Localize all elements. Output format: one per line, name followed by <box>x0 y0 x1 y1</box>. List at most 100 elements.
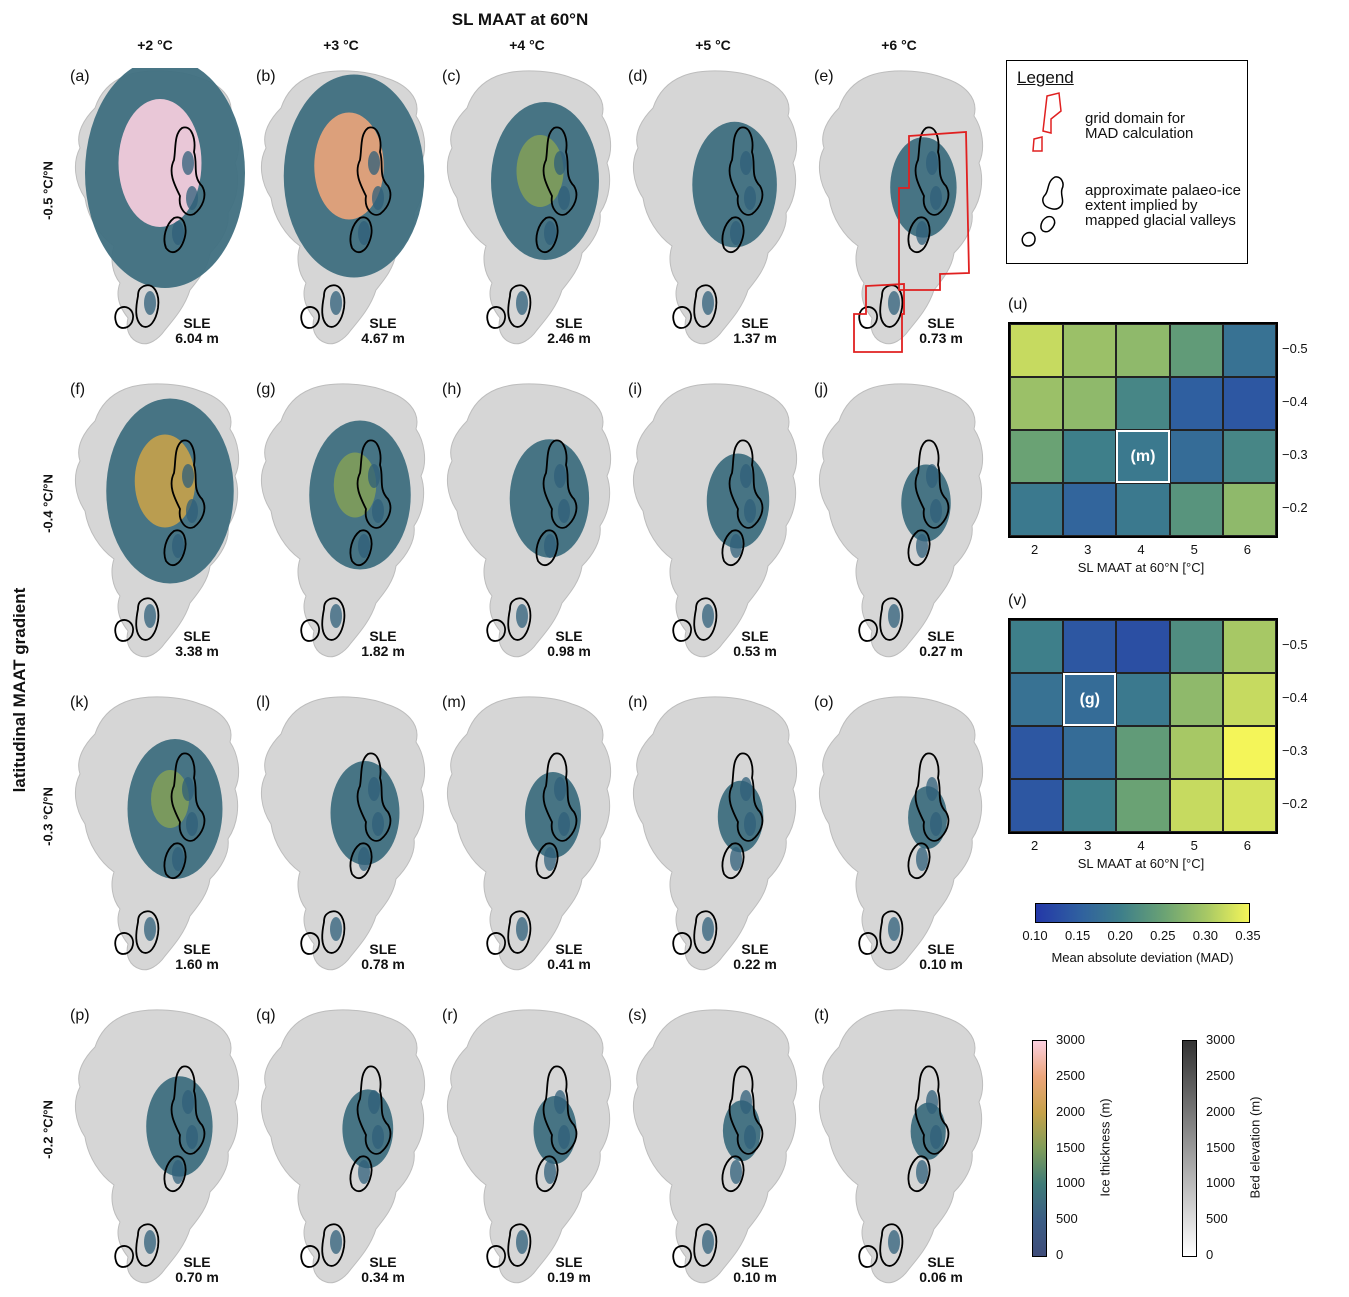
local-ice-cap <box>368 1090 380 1114</box>
bed-elevation-land <box>818 383 984 658</box>
sle-label: SLE <box>369 628 397 644</box>
local-ice-cap <box>730 1160 742 1184</box>
palaeo-ice-extent-outline <box>135 1223 160 1267</box>
palaeo-ice-outline-icon <box>1021 176 1064 247</box>
mad-tick-label: 0.25 <box>1150 928 1176 943</box>
panel-label: (q) <box>256 1007 276 1024</box>
local-ice-cap <box>916 1160 928 1184</box>
palaeo-ice-extent-outline <box>163 216 187 254</box>
palaeo-ice-extent-outline <box>914 752 950 842</box>
sle-annotation: SLE 0.78 m <box>348 942 418 972</box>
sle-annotation: SLE 0.70 m <box>162 1255 232 1285</box>
panel-label: (c) <box>442 68 461 85</box>
map-panel: (m) SLE 0.41 m <box>442 694 622 984</box>
sle-annotation: SLE 1.82 m <box>348 629 418 659</box>
sle-value: 2.46 m <box>547 330 591 346</box>
heatmap-cell <box>1116 324 1170 377</box>
sle-value: 3.38 m <box>175 643 219 659</box>
local-ice-cap <box>358 534 370 558</box>
palaeo-ice-extent-outline <box>300 306 320 329</box>
local-ice-cap <box>172 1160 184 1184</box>
greenland-map <box>818 1009 984 1284</box>
sle-annotation: SLE 6.04 m <box>162 316 232 346</box>
y-tick-label: −0.4 <box>1282 689 1308 705</box>
local-ice-cap <box>144 1230 156 1254</box>
palaeo-ice-extent-outline <box>542 439 578 529</box>
local-ice-cap <box>740 464 752 488</box>
sle-value: 4.67 m <box>361 330 405 346</box>
y-tick-label: −0.3 <box>1282 446 1308 462</box>
local-ice-cap <box>744 812 756 836</box>
ice-thickness-core <box>516 135 564 207</box>
ice-sheet-extent <box>692 121 777 248</box>
map-panel: (p) SLE 0.70 m <box>70 1007 250 1297</box>
palaeo-ice-extent-outline <box>349 1155 373 1193</box>
panel-label: (o) <box>814 694 834 711</box>
mad-grid-domain-outline <box>853 283 905 353</box>
heatmap-cell <box>1116 779 1170 832</box>
local-ice-cap <box>516 917 528 941</box>
greenland-map <box>818 383 984 658</box>
palaeo-ice-extent-outline <box>693 1223 718 1267</box>
heatmap-cell <box>1169 673 1223 726</box>
panel-label: (m) <box>442 694 466 711</box>
ice-colorbar-tick-label: 2500 <box>1056 1067 1085 1083</box>
ice-thickness-core <box>118 99 202 227</box>
palaeo-ice-extent-outline <box>349 529 373 567</box>
map-panel: (s) SLE 0.10 m <box>628 1007 808 1297</box>
palaeo-ice-extent-outline <box>858 1245 878 1268</box>
map-panel: (j) SLE 0.27 m <box>814 381 994 671</box>
heatmap-cell <box>1222 726 1276 779</box>
local-ice-cap <box>172 847 184 871</box>
local-ice-cap <box>144 291 156 315</box>
local-ice-cap <box>372 499 384 523</box>
sle-label: SLE <box>741 628 769 644</box>
ice-colorbar-tick-label: 500 <box>1056 1211 1078 1227</box>
heatmap-cell <box>1222 673 1276 726</box>
y-axis-title: latitudinal MAAT gradient <box>10 587 29 793</box>
panel-label: (r) <box>442 1007 458 1024</box>
palaeo-ice-extent-outline <box>486 932 506 955</box>
palaeo-ice-extent-outline <box>914 126 950 216</box>
local-ice-cap <box>544 534 556 558</box>
palaeo-ice-extent-outline <box>693 284 718 328</box>
heatmap-cell <box>1116 483 1170 536</box>
greenland-map <box>632 696 798 971</box>
local-ice-cap <box>930 499 942 523</box>
palaeo-ice-extent-outline <box>356 752 392 842</box>
panel-label: (j) <box>814 381 829 398</box>
palaeo-ice-extent-outline <box>907 216 931 254</box>
palaeo-ice-extent-outline <box>114 619 134 642</box>
ice-thickness-core <box>333 452 377 518</box>
palaeo-ice-extent-outline <box>507 597 532 641</box>
mad-tick-label: 0.10 <box>1022 928 1048 943</box>
greenland-map <box>632 70 798 345</box>
palaeo-ice-extent-outline <box>507 284 532 328</box>
selected-cell-label: (g) <box>1079 690 1100 708</box>
palaeo-ice-extent-outline <box>170 439 206 529</box>
palaeo-ice-extent-outline <box>858 932 878 955</box>
local-ice-cap <box>926 151 938 175</box>
sle-value: 0.34 m <box>361 1269 405 1285</box>
local-ice-cap <box>358 221 370 245</box>
palaeo-ice-extent-outline <box>300 1245 320 1268</box>
sle-value: 0.06 m <box>919 1269 963 1285</box>
sle-label: SLE <box>555 941 583 957</box>
palaeo-ice-extent-outline <box>114 1245 134 1268</box>
local-ice-cap <box>516 604 528 628</box>
heatmap-cell <box>1063 620 1117 673</box>
ice-thickness-core <box>134 434 196 528</box>
local-ice-cap <box>888 917 900 941</box>
local-ice-cap <box>554 151 566 175</box>
palaeo-ice-extent-outline <box>135 597 160 641</box>
bed-elevation-land <box>818 696 984 971</box>
local-ice-cap <box>916 534 928 558</box>
local-ice-cap <box>372 1125 384 1149</box>
greenland-map <box>446 383 612 658</box>
x-tick-label: 2 <box>1030 542 1039 557</box>
greenland-map <box>74 696 240 971</box>
heatmap-cell <box>1116 620 1170 673</box>
local-ice-cap <box>358 847 370 871</box>
panel-label: (t) <box>814 1007 830 1024</box>
palaeo-ice-extent-outline <box>721 1155 745 1193</box>
